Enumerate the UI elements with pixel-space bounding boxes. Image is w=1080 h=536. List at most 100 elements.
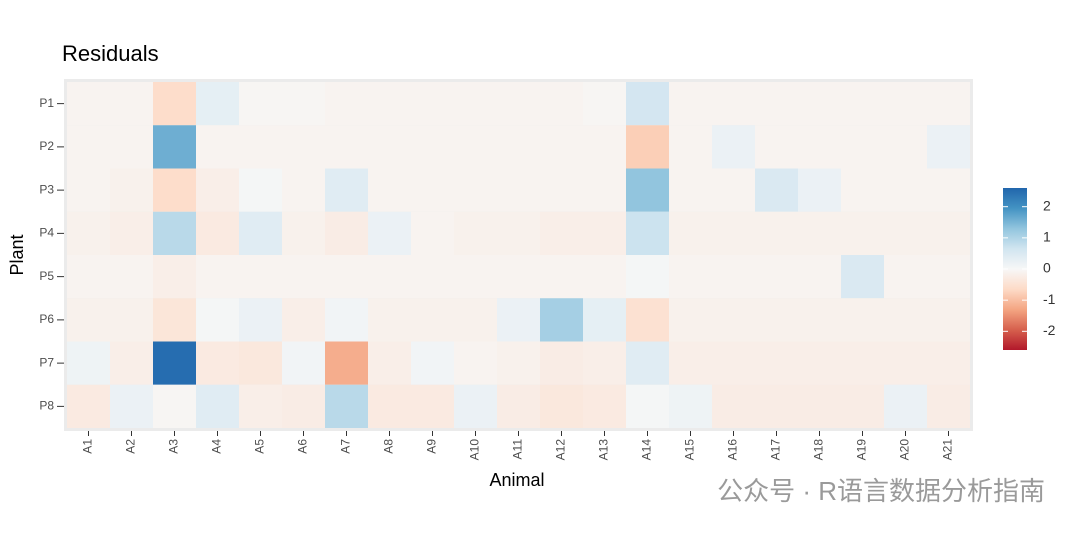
heat-cell: [153, 298, 196, 342]
heat-cell: [153, 341, 196, 385]
heat-cell: [325, 298, 368, 342]
heat-cell: [884, 168, 927, 212]
heat-cell: [411, 298, 454, 342]
heat-cell: [927, 341, 970, 385]
heat-cell: [669, 384, 712, 428]
heat-cell: [454, 211, 497, 255]
heat-cell: [454, 298, 497, 342]
heat-cell: [712, 125, 755, 169]
heat-cell: [368, 384, 411, 428]
heat-cell: [325, 341, 368, 385]
heat-cell: [927, 255, 970, 299]
heat-cell: [841, 168, 884, 212]
heat-cell: [196, 168, 239, 212]
heat-cell: [497, 168, 540, 212]
x-tick-label: A15: [683, 439, 697, 461]
heat-cell: [411, 125, 454, 169]
heat-cell: [325, 384, 368, 428]
heat-cell: [368, 125, 411, 169]
heat-cell: [626, 125, 669, 169]
heat-cell: [282, 341, 325, 385]
heat-cell: [669, 82, 712, 126]
heat-cell: [411, 384, 454, 428]
heat-cell: [239, 384, 282, 428]
heat-cell: [153, 255, 196, 299]
heat-cell: [626, 82, 669, 126]
heat-cell: [884, 82, 927, 126]
chart-title: Residuals: [62, 41, 159, 66]
heat-cell: [884, 211, 927, 255]
x-tick-label: A7: [339, 439, 353, 454]
heat-cell: [325, 125, 368, 169]
heat-cell: [798, 298, 841, 342]
x-tick-label: A20: [898, 439, 912, 461]
heat-cell: [497, 82, 540, 126]
x-tick-label: A17: [769, 439, 783, 461]
heat-cell: [411, 168, 454, 212]
heat-cell: [798, 341, 841, 385]
heat-cell: [626, 341, 669, 385]
heat-cell: [540, 384, 583, 428]
heat-cell: [626, 384, 669, 428]
y-tick-label: P6: [39, 312, 54, 326]
heat-cell: [67, 125, 110, 169]
heat-cell: [239, 298, 282, 342]
heat-cell: [669, 125, 712, 169]
watermark: 公众号 · R语言数据分析指南: [717, 476, 1045, 506]
heat-cell: [583, 255, 626, 299]
heat-cell: [411, 341, 454, 385]
heat-cell: [712, 298, 755, 342]
heat-cell: [540, 298, 583, 342]
heat-cell: [153, 384, 196, 428]
x-tick-label: A14: [640, 439, 654, 461]
heat-cell: [540, 255, 583, 299]
heat-cell: [712, 168, 755, 212]
heat-cell: [712, 211, 755, 255]
heat-cell: [583, 341, 626, 385]
heat-cell: [798, 125, 841, 169]
y-tick-label: P3: [39, 182, 54, 196]
heat-cell: [196, 255, 239, 299]
heat-cell: [497, 125, 540, 169]
heat-cell: [669, 298, 712, 342]
heat-cell: [540, 82, 583, 126]
heat-cell: [755, 384, 798, 428]
heat-cell: [841, 211, 884, 255]
heat-cell: [282, 125, 325, 169]
heat-cell: [583, 168, 626, 212]
heat-cell: [798, 384, 841, 428]
heat-cell: [110, 255, 153, 299]
heat-cell: [583, 125, 626, 169]
heat-cell: [927, 384, 970, 428]
heat-cell: [282, 168, 325, 212]
heat-cell: [884, 125, 927, 169]
heat-cell: [841, 341, 884, 385]
heat-cell: [67, 211, 110, 255]
heat-cell: [712, 341, 755, 385]
heat-cell: [110, 341, 153, 385]
heat-cell: [368, 211, 411, 255]
heat-cell: [626, 255, 669, 299]
x-tick-label: A19: [855, 439, 869, 461]
x-tick-label: A3: [167, 439, 181, 454]
heat-cell: [884, 255, 927, 299]
heat-cell: [110, 384, 153, 428]
heat-cell: [841, 384, 884, 428]
heat-cell: [798, 168, 841, 212]
heat-cell: [411, 255, 454, 299]
heat-cell: [67, 255, 110, 299]
heat-cell: [454, 255, 497, 299]
heat-cell: [841, 125, 884, 169]
heat-cell: [669, 341, 712, 385]
heat-cell: [927, 298, 970, 342]
heat-cell: [196, 211, 239, 255]
x-tick-label: A5: [253, 439, 267, 454]
heat-cell: [755, 211, 798, 255]
heat-cell: [196, 298, 239, 342]
heat-cell: [454, 341, 497, 385]
x-axis-label: Animal: [489, 470, 544, 490]
heat-cell: [669, 211, 712, 255]
heat-cell: [67, 341, 110, 385]
heat-cell: [110, 298, 153, 342]
heat-cell: [239, 211, 282, 255]
